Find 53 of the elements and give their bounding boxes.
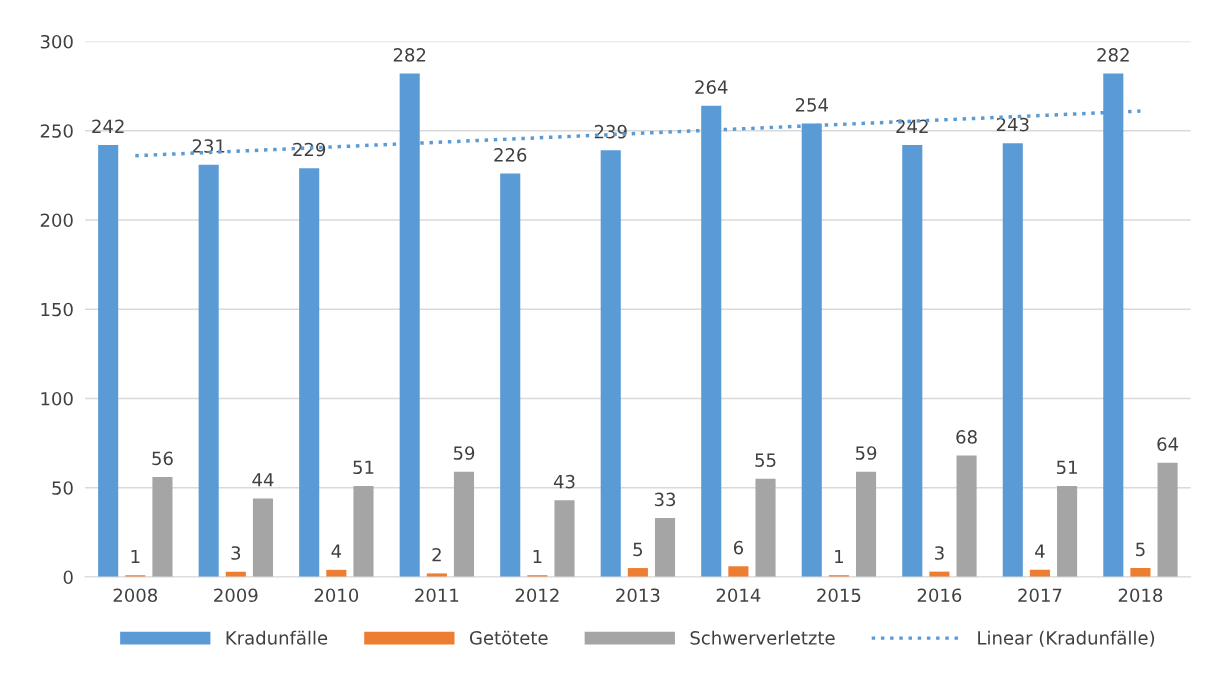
data-label: 59 bbox=[453, 446, 475, 460]
data-label: 59 bbox=[855, 446, 877, 460]
y-tick-label: 250 bbox=[40, 124, 73, 138]
data-label: 242 bbox=[896, 119, 928, 133]
x-tick-label: 2014 bbox=[716, 588, 761, 603]
x-tick-label: 2011 bbox=[415, 588, 459, 603]
data-label: 5 bbox=[633, 542, 643, 557]
data-label: 64 bbox=[1157, 437, 1179, 451]
data-label: 51 bbox=[353, 460, 374, 475]
legend-label: Linear (Kradunfälle) bbox=[978, 630, 1155, 647]
data-label: 1 bbox=[131, 549, 140, 564]
y-tick-label: 50 bbox=[52, 481, 73, 495]
data-label: 56 bbox=[152, 451, 173, 466]
data-label: 1 bbox=[533, 549, 542, 564]
x-tick-label: 2017 bbox=[1018, 588, 1062, 603]
data-label: 4 bbox=[1035, 544, 1045, 558]
y-tick-label: 100 bbox=[41, 391, 73, 406]
data-label: 3 bbox=[231, 546, 241, 560]
data-label: 226 bbox=[494, 148, 527, 162]
data-label: 1 bbox=[835, 549, 843, 564]
y-tick-label: 300 bbox=[40, 34, 73, 49]
x-tick-label: 2015 bbox=[817, 588, 861, 603]
data-label: 242 bbox=[92, 119, 124, 133]
x-tick-label: 2009 bbox=[214, 588, 258, 603]
data-label: 229 bbox=[293, 142, 326, 157]
data-label: 282 bbox=[1097, 48, 1129, 62]
x-tick-label: 2010 bbox=[314, 588, 359, 603]
data-label: 68 bbox=[956, 430, 977, 444]
legend-label: Schwerverletzte bbox=[690, 630, 835, 645]
y-tick-label: 200 bbox=[40, 213, 73, 228]
x-tick-label: 2013 bbox=[616, 588, 660, 603]
data-label: 6 bbox=[733, 540, 743, 555]
x-tick-label: 2012 bbox=[515, 588, 559, 603]
y-tick-label: 150 bbox=[41, 302, 73, 317]
data-label: 33 bbox=[654, 492, 676, 507]
legend-label: Getötete bbox=[469, 630, 548, 645]
legend-label: Kradunfälle bbox=[226, 630, 328, 645]
x-tick-label: 2018 bbox=[1118, 588, 1163, 603]
data-label: 264 bbox=[695, 80, 728, 94]
y-tick-label: 0 bbox=[63, 570, 73, 585]
data-label: 5 bbox=[1136, 542, 1145, 557]
data-label: 243 bbox=[996, 117, 1029, 132]
data-label: 3 bbox=[935, 546, 944, 560]
x-tick-label: 2016 bbox=[917, 588, 962, 603]
data-label: 44 bbox=[252, 473, 274, 487]
x-tick-label: 2008 bbox=[113, 588, 158, 603]
data-label: 51 bbox=[1056, 460, 1077, 475]
data-label: 254 bbox=[795, 98, 828, 112]
data-label: 4 bbox=[331, 544, 342, 558]
data-label: 282 bbox=[393, 48, 426, 62]
data-label: 55 bbox=[755, 453, 776, 467]
data-label: 43 bbox=[553, 474, 575, 489]
data-label: 2 bbox=[432, 547, 441, 562]
